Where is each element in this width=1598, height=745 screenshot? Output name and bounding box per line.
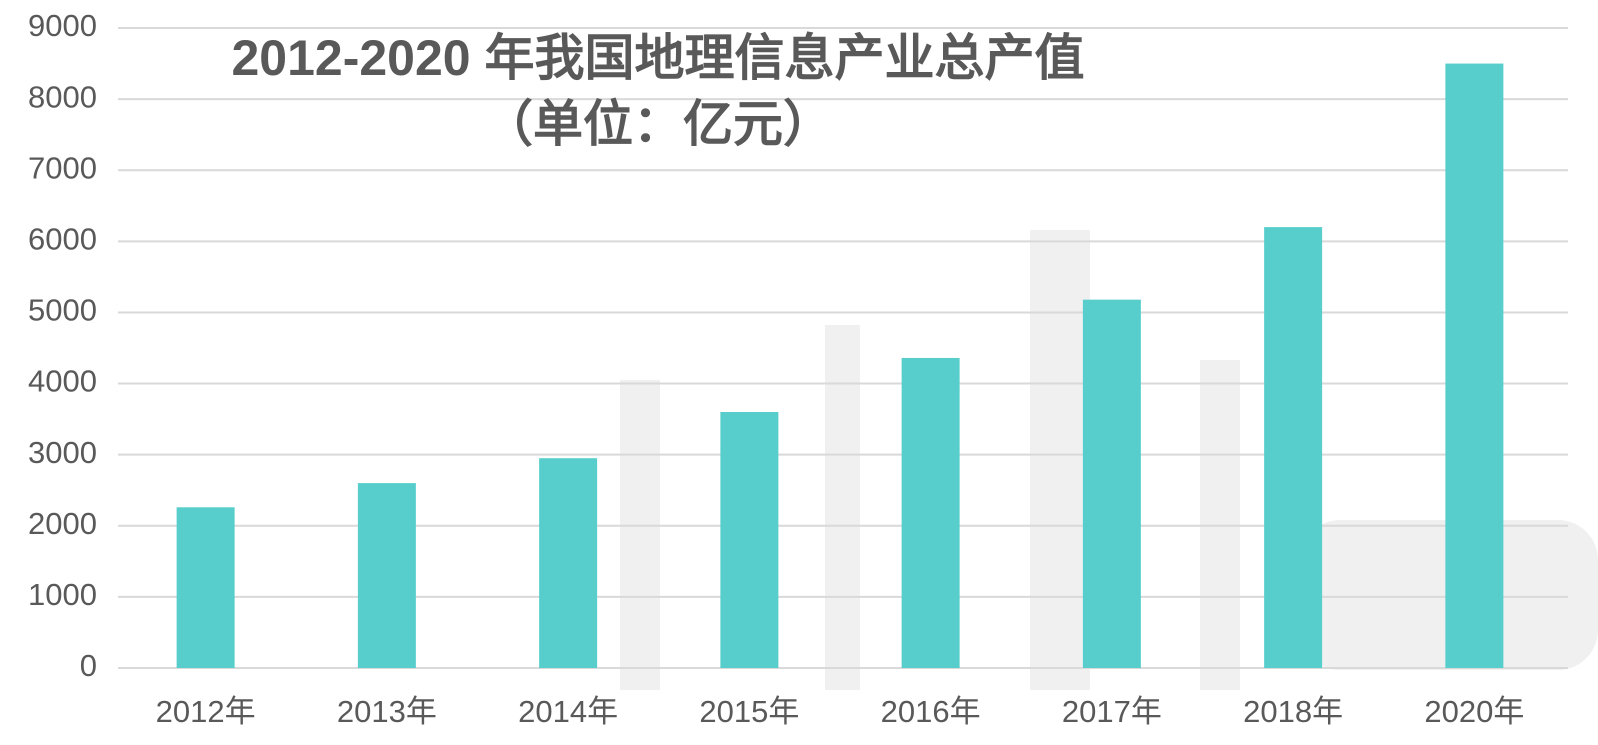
decor-building xyxy=(825,325,860,690)
y-tick-label: 1000 xyxy=(28,577,97,612)
decor-building xyxy=(620,380,660,690)
bar xyxy=(177,507,235,668)
x-tick-label: 2012年 xyxy=(156,694,256,729)
x-tick-label: 2014年 xyxy=(518,694,618,729)
y-tick-label: 2000 xyxy=(28,506,97,541)
x-tick-label: 2013年 xyxy=(337,694,437,729)
bar xyxy=(1445,64,1503,668)
bar xyxy=(358,483,416,668)
x-tick-label: 2018年 xyxy=(1243,694,1343,729)
y-tick-label: 5000 xyxy=(28,293,97,328)
y-tick-label: 4000 xyxy=(28,364,97,399)
bar xyxy=(539,458,597,668)
bar xyxy=(902,358,960,668)
bar xyxy=(1083,300,1141,668)
bar xyxy=(720,412,778,668)
chart-title: 2012-2020 年我国地理信息产业总产值 xyxy=(231,30,1084,86)
decor-building xyxy=(1030,230,1090,690)
y-tick-label: 3000 xyxy=(28,435,97,470)
x-tick-label: 2020年 xyxy=(1424,694,1524,729)
chart: 2012-2020 年我国地理信息产业总产值 （单位：亿元） 0 1000 2000… xyxy=(0,0,1598,745)
x-tick-label: 2015年 xyxy=(699,694,799,729)
y-tick-label: 8000 xyxy=(28,79,97,114)
y-tick-label: 6000 xyxy=(28,222,97,257)
y-tick-label: 9000 xyxy=(28,8,97,43)
x-tick-label: 2016年 xyxy=(881,694,981,729)
y-tick-label: 0 xyxy=(80,648,97,683)
x-tick-label: 2017年 xyxy=(1062,694,1162,729)
bar xyxy=(1264,227,1322,668)
y-tick-label: 7000 xyxy=(28,150,97,185)
chart-subtitle: （单位：亿元） xyxy=(483,96,833,152)
